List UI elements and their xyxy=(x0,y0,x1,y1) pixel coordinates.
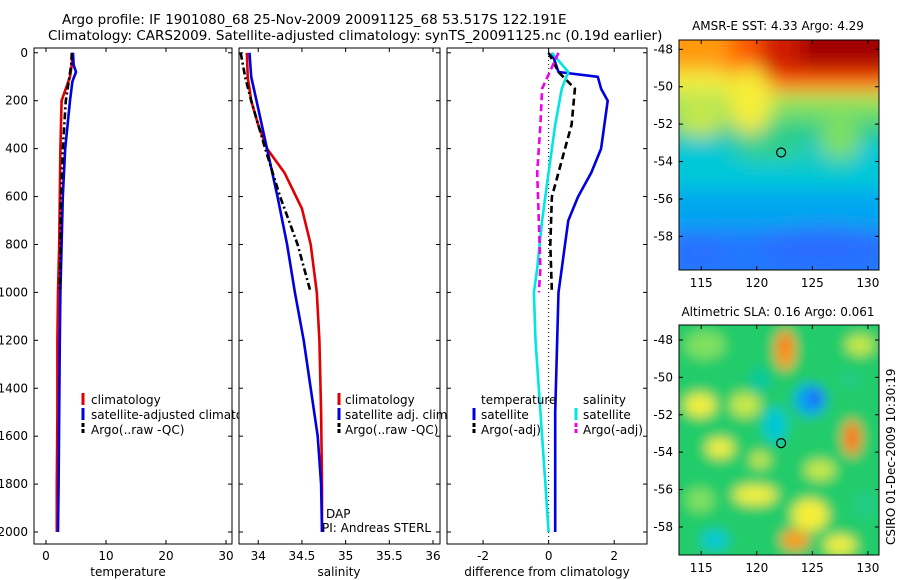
legend-label-sal-satellite: satellite xyxy=(583,408,631,422)
figure-title-line-2: Climatology: CARS2009. Satellite-adjuste… xyxy=(48,28,663,44)
sla-map-frame xyxy=(678,324,880,556)
map-x-tick-label: 115 xyxy=(690,561,713,575)
map-y-tick-label: -50 xyxy=(653,370,673,384)
difference-xlabel: difference from climatology xyxy=(464,565,630,579)
map-y-tick-label: -52 xyxy=(653,408,673,422)
y-tick-label: 200 xyxy=(5,94,28,108)
map-y-tick-label: -58 xyxy=(653,520,673,534)
temperature-legend: climatology satellite-adjusted climatolo… xyxy=(81,393,269,437)
series-line-satellite-adj-clim- xyxy=(248,52,324,533)
csiro-timestamp: CSIRO 01-Dec-2009 10:30:19 xyxy=(884,368,898,545)
y-tick-label: 800 xyxy=(5,237,28,251)
legend-label-climatology: climatology xyxy=(345,393,415,407)
map-y-tick-label: -56 xyxy=(653,192,673,206)
x-tick-label: 34 xyxy=(251,549,266,563)
legend-label-sal-argo: Argo(-adj) xyxy=(583,423,643,437)
salinity-xlabel: salinity xyxy=(317,565,360,579)
sla-argo-location-marker xyxy=(776,438,787,449)
sst-argo-location-marker xyxy=(776,147,787,158)
map-y-tick-label: -56 xyxy=(653,483,673,497)
sla-map-ticks: 115 120 125 130 -48 -50 -52 -54 -56 -58 xyxy=(653,325,879,575)
difference-axes: -2 0 2 xyxy=(447,48,647,563)
series-line-satellite-adjusted-climatology xyxy=(56,52,78,533)
sst-map: AMSR-E SST: 4.33 Argo: 4.29 115 120 125 130… xyxy=(653,19,880,290)
figure-title-line-1: Argo profile: IF 1901080_68 25-Nov-2009 … xyxy=(62,12,567,28)
difference-panel-frame xyxy=(446,47,648,545)
sst-map-ticks: 115 120 125 130 -48 -50 -52 -54 -56 -58 xyxy=(653,40,879,290)
x-tick-label: 35 xyxy=(338,549,353,563)
y-tick-label: 600 xyxy=(5,190,28,204)
salinity-panel-frame xyxy=(238,47,441,545)
legend-label-argo: Argo(..raw -QC) xyxy=(91,423,184,437)
salinity-axes: 34 34.5 35 35.5 36 xyxy=(239,48,441,563)
x-tick-label: 34.5 xyxy=(289,549,316,563)
map-y-tick-label: -52 xyxy=(653,117,673,131)
x-tick-label: 0 xyxy=(545,549,553,563)
x-tick-label: 36 xyxy=(425,549,440,563)
y-tick-label: 1200 xyxy=(0,333,28,347)
map-y-tick-label: -48 xyxy=(653,333,673,347)
map-x-tick-label: 130 xyxy=(856,561,879,575)
sla-field xyxy=(679,325,879,555)
salinity-series xyxy=(239,52,324,533)
y-tick-label: 2000 xyxy=(0,525,28,539)
series-line-temperature-argo-adj- xyxy=(547,52,577,293)
x-tick-label: 20 xyxy=(158,549,173,563)
y-tick-label: 1600 xyxy=(0,429,28,443)
legend-header-salinity: salinity xyxy=(583,393,626,407)
legend-label-satellite-adj: satellite adj. clim. xyxy=(345,408,451,422)
map-y-tick-label: -54 xyxy=(653,445,673,459)
difference-legend: temperature salinity satellite Argo(-adj… xyxy=(472,393,643,437)
series-line-argo-raw-qc- xyxy=(239,52,312,293)
legend-label-satellite-adjusted: satellite-adjusted climatology xyxy=(91,408,269,422)
salinity-legend: climatology satellite adj. clim. Argo(..… xyxy=(337,393,451,437)
y-tick-label: 1000 xyxy=(0,285,28,299)
x-tick-label: 10 xyxy=(98,549,113,563)
y-tick-label: 1400 xyxy=(0,381,28,395)
legend-label-climatology: climatology xyxy=(91,393,161,407)
y-tick-label: 0 xyxy=(20,46,28,60)
legend-label-temp-satellite: satellite xyxy=(481,408,529,422)
series-line-argo-raw-qc- xyxy=(58,52,74,293)
legend-label-temp-argo: Argo(-adj) xyxy=(481,423,541,437)
series-line-salinity-argo-adj- xyxy=(535,52,560,293)
sst-map-frame xyxy=(678,39,880,271)
x-tick-label: 30 xyxy=(218,549,233,563)
sst-field xyxy=(679,40,879,270)
map-y-tick-label: -50 xyxy=(653,80,673,94)
map-x-tick-label: 130 xyxy=(856,276,879,290)
y-tick-label: 400 xyxy=(5,142,28,156)
map-y-tick-label: -58 xyxy=(653,229,673,243)
series-line-temperature-satellite xyxy=(550,52,610,532)
pi-annotation: PI: Andreas STERL xyxy=(322,521,431,535)
dap-annotation: DAP xyxy=(326,507,350,521)
legend-header-temperature: temperature xyxy=(481,393,556,407)
map-x-tick-label: 125 xyxy=(801,561,824,575)
salinity-panel: 34 34.5 35 35.5 36 salinity climatology sate… xyxy=(238,47,451,579)
series-line-salinity-satellite xyxy=(532,51,570,533)
x-tick-label: 2 xyxy=(610,549,618,563)
temperature-panel: 0 200 400 600 800 1000 1200 1400 1600 1800 2000 0 10… xyxy=(0,46,269,579)
series-line-climatology xyxy=(55,52,74,532)
map-x-tick-label: 125 xyxy=(801,276,824,290)
x-tick-label: 35.5 xyxy=(376,549,403,563)
sla-map-title: Altimetric SLA: 0.16 Argo: 0.061 xyxy=(681,305,874,319)
map-y-tick-label: -48 xyxy=(653,42,673,56)
y-tick-label: 1800 xyxy=(0,477,28,491)
x-tick-label: -2 xyxy=(477,549,489,563)
difference-panel: -2 0 2 difference from climatology tempera… xyxy=(446,47,648,579)
map-x-tick-label: 120 xyxy=(745,276,768,290)
x-tick-label: 0 xyxy=(42,549,50,563)
legend-label-argo: Argo(..raw -QC) xyxy=(345,423,438,437)
temperature-xlabel: temperature xyxy=(90,565,165,579)
difference-series xyxy=(532,51,610,533)
temperature-series xyxy=(55,52,78,533)
sst-map-title: AMSR-E SST: 4.33 Argo: 4.29 xyxy=(692,19,864,33)
map-y-tick-label: -54 xyxy=(653,155,673,169)
map-x-tick-label: 115 xyxy=(690,276,713,290)
sla-map: Altimetric SLA: 0.16 Argo: 0.061 115 120 1… xyxy=(653,305,880,575)
map-x-tick-label: 120 xyxy=(745,561,768,575)
temperature-axes: 0 200 400 600 800 1000 1200 1400 1600 1800 2000 0 10… xyxy=(0,46,234,563)
